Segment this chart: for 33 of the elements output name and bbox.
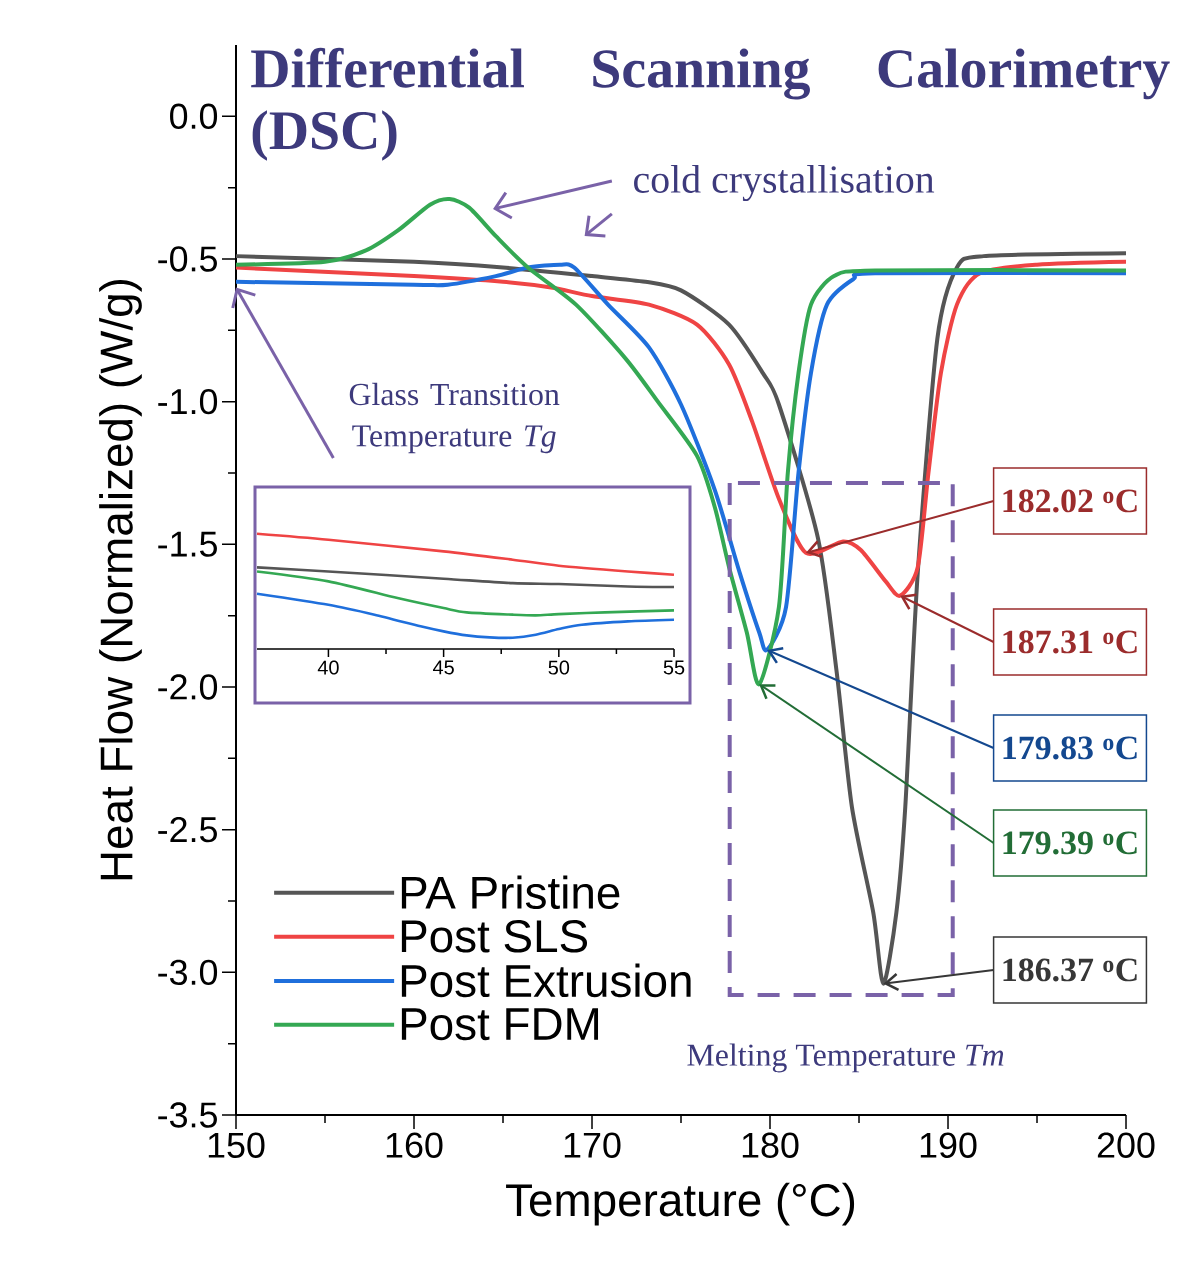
text: Differential Scanning Calorimetry (DSC) — [251, 47, 1170, 161]
annotation: 182.02 $^{o}$C — [1003, 489, 1137, 513]
legend-label: PA Pristine — [401, 875, 620, 910]
y-tick-label: -2.0 — [158, 674, 218, 700]
x-tick-label: 190 — [920, 1132, 977, 1158]
x-tick-label: 150 — [208, 1132, 265, 1158]
legend-label: Post FDM — [401, 1008, 599, 1041]
annotation: cold crystallisation — [634, 164, 935, 202]
annotation: 186.37 $^{o}$C — [1003, 958, 1137, 982]
annotation: 187.31 $^{o}$C — [1003, 630, 1137, 654]
x-tick-label: 180 — [742, 1132, 799, 1158]
y-tick-label: -2.5 — [158, 816, 217, 843]
legend-label: Post Extrusion — [401, 963, 691, 998]
annotation: Melting Temperature Tm — [687, 1043, 1004, 1073]
x-tick-label: 40 — [317, 660, 339, 675]
x-tick-label: 170 — [564, 1132, 621, 1158]
y-tick-label: -0.5 — [158, 246, 217, 272]
y-axis-title: Heat Flow (Normalized) (W/g) — [99, 279, 142, 880]
x-tick-label: 200 — [1097, 1132, 1155, 1158]
annotation: 179.83 $^{o}$C — [1003, 736, 1137, 760]
annotation: Glass Transition Temperature Tg — [349, 382, 560, 454]
y-tick-label: -3.5 — [158, 1102, 217, 1128]
y-tick-label: 0.0 — [170, 103, 218, 129]
annotation: 179.39 $^{o}$C — [1003, 831, 1137, 855]
x-tick-label: 55 — [663, 660, 685, 675]
legend-label: Post SLS — [401, 920, 588, 953]
x-tick-label: 45 — [432, 660, 454, 675]
x-axis-title: Temperature (°C) — [506, 1182, 855, 1226]
x-tick-label: 160 — [386, 1132, 443, 1158]
y-tick-label: -1.0 — [158, 388, 218, 415]
y-tick-label: -3.0 — [158, 959, 218, 986]
x-tick-label: 50 — [548, 660, 570, 675]
y-tick-label: -1.5 — [158, 531, 217, 557]
